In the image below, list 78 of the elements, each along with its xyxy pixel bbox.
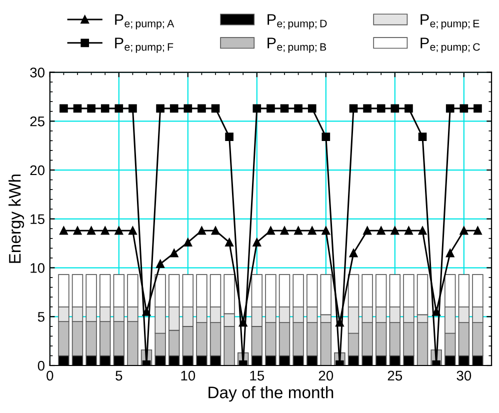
point (474, 226, 482, 235)
point (294, 104, 302, 113)
point (211, 226, 220, 235)
legend-label: P$_{e;pump;A}$ (115, 14, 174, 30)
y-tick-label: 15 (30, 214, 44, 224)
y-axis-title: Energy kWh (8, 174, 24, 263)
x-tick-label: 30 (456, 370, 472, 381)
point (100, 226, 110, 235)
legend-label: P$_{e;pump;E}$ (420, 14, 480, 30)
point (114, 226, 124, 235)
point (266, 226, 275, 235)
y-tick-label: 0 (38, 360, 44, 371)
y-tick-label: 30 (30, 68, 44, 78)
y-tick-label: 10 (30, 263, 44, 273)
y-tick-label: 5 (38, 312, 44, 322)
point (60, 226, 68, 235)
legend-label: P$_{e;pump;F}$ (115, 38, 174, 53)
point (184, 238, 192, 247)
x-tick-label: 5 (116, 370, 122, 381)
point (156, 260, 164, 268)
point (114, 104, 124, 113)
point (198, 226, 206, 235)
y-tick-label: 20 (30, 165, 44, 176)
point (100, 104, 110, 113)
point (170, 104, 178, 113)
point (184, 104, 192, 113)
point (363, 226, 372, 235)
point (404, 104, 413, 113)
legend-label: P$_{e;pump;D}$ (268, 14, 327, 30)
point (73, 104, 82, 113)
point (446, 104, 454, 113)
point (60, 104, 68, 113)
legend-label: P$_{e;pump;C}$ (420, 38, 480, 53)
legend-label: P$_{e;pump;B}$ (268, 38, 326, 53)
point (336, 360, 344, 366)
point (404, 226, 413, 235)
point (390, 104, 400, 113)
point (308, 104, 316, 113)
x-tick-label: 10 (181, 370, 196, 381)
point (170, 248, 178, 258)
point (294, 226, 302, 235)
point (266, 104, 275, 113)
point (128, 226, 137, 235)
x-tick-label: 15 (250, 370, 264, 381)
point (252, 238, 262, 247)
point (363, 104, 372, 113)
point (252, 104, 262, 113)
point (128, 104, 137, 113)
point (211, 104, 220, 113)
point (308, 226, 316, 235)
point (460, 226, 468, 235)
point (418, 132, 427, 141)
point (280, 226, 289, 235)
point (156, 104, 164, 113)
point (376, 104, 386, 113)
point (225, 238, 234, 247)
point (418, 226, 427, 235)
point (87, 104, 96, 113)
point (349, 104, 358, 113)
point (376, 226, 386, 235)
point (73, 226, 82, 235)
point (322, 132, 330, 141)
y-tick-label: 25 (30, 116, 44, 126)
point (446, 248, 454, 258)
x-tick-label: 20 (318, 370, 334, 381)
point (87, 226, 96, 235)
point (198, 104, 206, 113)
point (474, 104, 482, 113)
x-axis-title: Day of the month (208, 386, 334, 402)
point (432, 360, 440, 366)
point (390, 226, 400, 235)
x-tick-label: 25 (388, 370, 402, 381)
point (280, 104, 289, 113)
x-tick-label: 0 (46, 370, 54, 381)
point (349, 248, 358, 258)
point (322, 226, 330, 235)
point (225, 132, 234, 141)
point (460, 104, 468, 113)
